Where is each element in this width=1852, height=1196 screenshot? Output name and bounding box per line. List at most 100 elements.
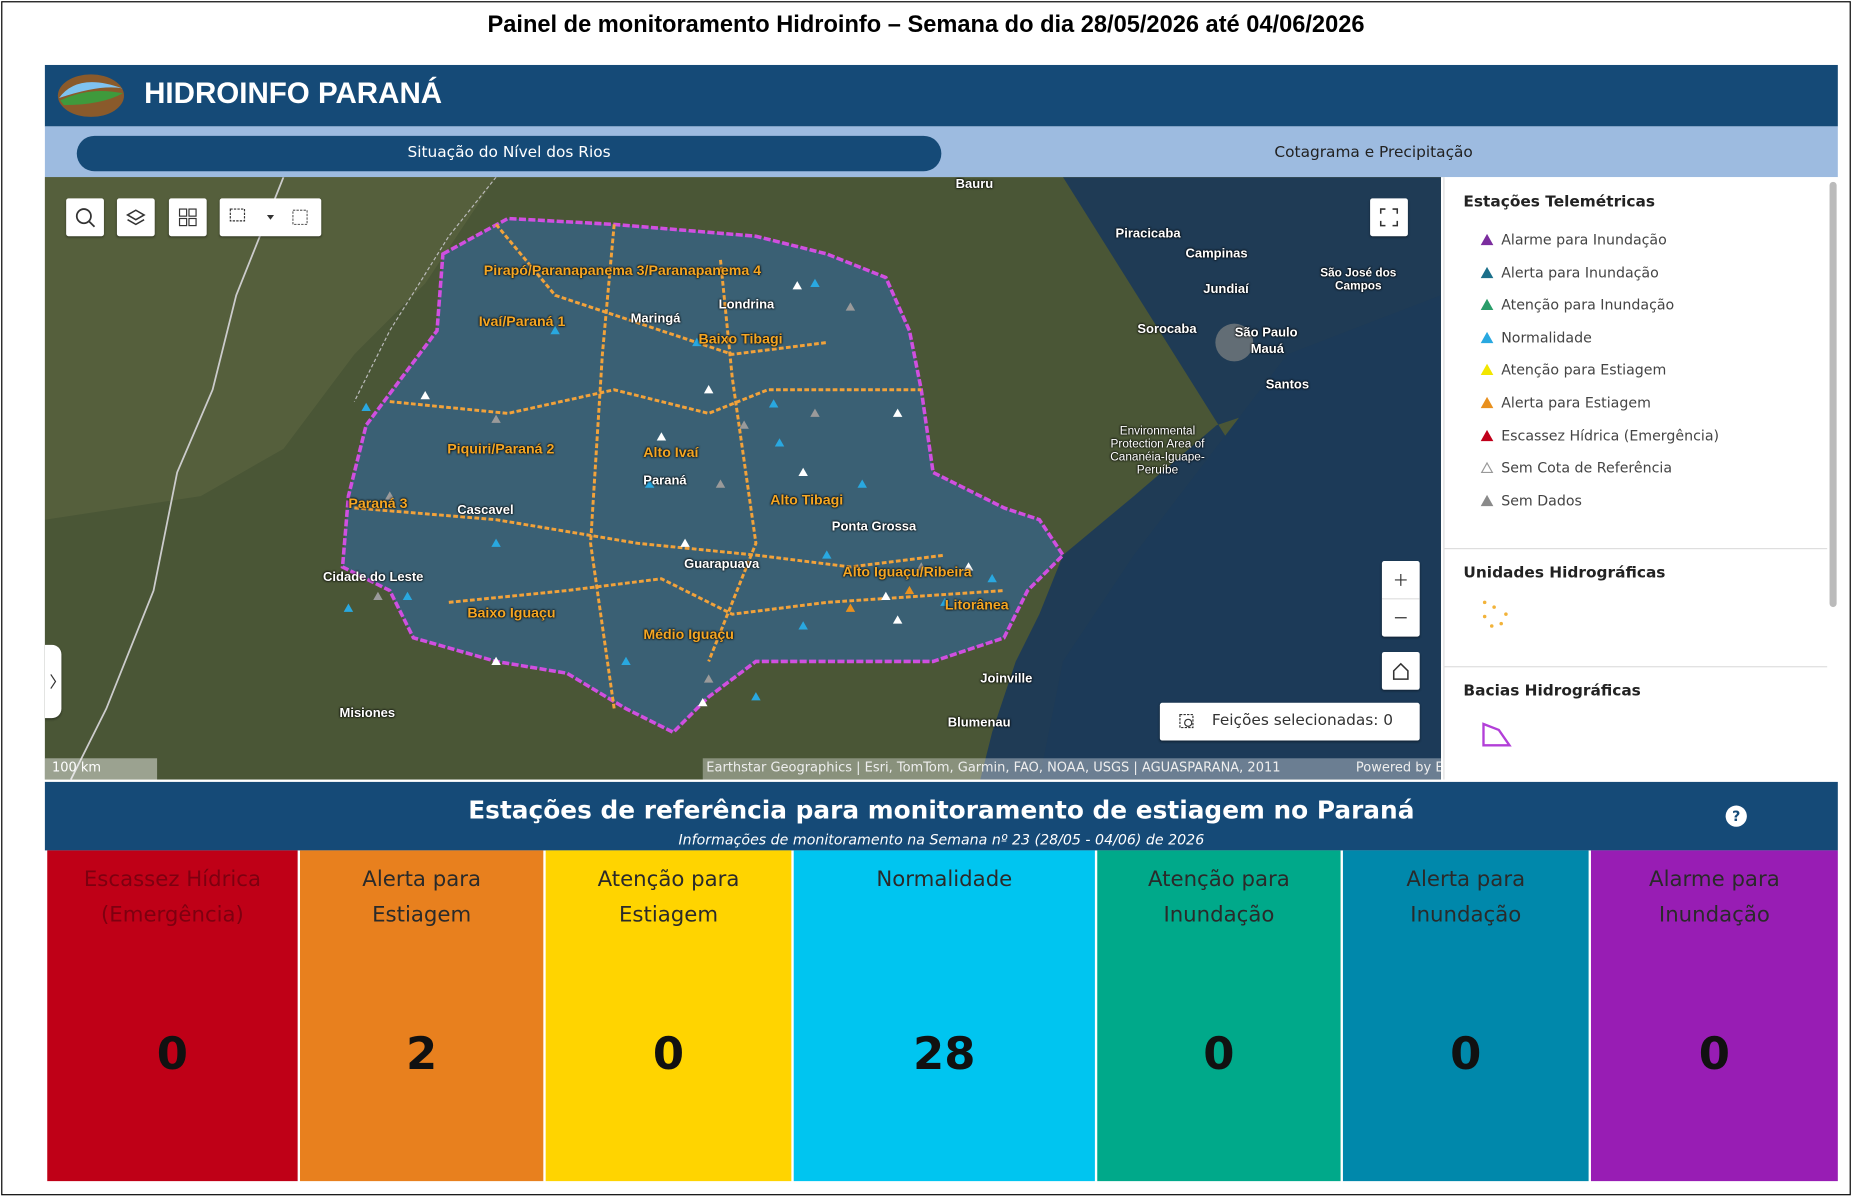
map-label: Jundiaí xyxy=(1203,282,1248,296)
legend-symbol xyxy=(1480,265,1494,279)
status-card: Atenção para Estiagem 0 xyxy=(546,850,792,1181)
app-title: HIDROINFO PARANÁ xyxy=(144,77,442,111)
card-label: Escassez Hídrica (Emergência) xyxy=(66,862,279,933)
basemap-button[interactable] xyxy=(169,198,207,236)
legend-triangle xyxy=(1482,268,1493,277)
legend-label: Escassez Hídrica (Emergência) xyxy=(1501,427,1719,444)
scrollbar[interactable] xyxy=(1830,182,1837,607)
powered-by[interactable]: Powered by Esri xyxy=(1356,759,1441,774)
card-value: 2 xyxy=(300,1028,543,1080)
divider xyxy=(1445,666,1828,667)
tab-active[interactable]: Situação do Nível dos Rios xyxy=(77,136,942,171)
map-label: Maringá xyxy=(631,312,681,326)
legend-triangle xyxy=(1482,365,1493,374)
basins-symbol xyxy=(1480,720,1515,751)
map-label: Cidade do Leste xyxy=(323,570,423,584)
selection-count: Feições selecionadas: 0 xyxy=(1212,712,1393,730)
home-button[interactable] xyxy=(1382,652,1420,690)
summary-banner: Estações de referência para monitorament… xyxy=(45,782,1838,851)
scale-bar: 100 km xyxy=(52,759,101,774)
stage: Painel de monitoramento Hidroinfo – Sema… xyxy=(0,0,1852,1195)
legend-label: Atenção para Estiagem xyxy=(1501,362,1666,379)
card-label: Atenção para Estiagem xyxy=(562,862,775,933)
map-label: Piquiri/Paraná 2 xyxy=(447,441,554,458)
tab[interactable]: Cotagrama e Precipitação xyxy=(943,136,1805,171)
map-label: Paraná xyxy=(643,474,686,488)
legend-label: Normalidade xyxy=(1501,329,1592,346)
card-value: 0 xyxy=(1097,1028,1340,1080)
search-button[interactable] xyxy=(66,198,104,236)
legend-triangle xyxy=(1482,496,1493,505)
map-label: Misiones xyxy=(340,706,396,720)
map-label: Londrina xyxy=(719,298,775,312)
map-label: Alto Ivaí xyxy=(643,444,698,461)
map-label: Paraná 3 xyxy=(348,495,407,512)
select-tool[interactable] xyxy=(220,198,322,236)
card-label: Alerta para Estiagem xyxy=(315,862,528,933)
legend-label: Alerta para Estiagem xyxy=(1501,394,1651,411)
map-label: Mauá xyxy=(1251,343,1284,357)
card-label: Alarme para Inundação xyxy=(1608,862,1821,933)
tab-bar: Situação do Nível dos Rios Cotagrama e P… xyxy=(45,126,1838,177)
map-label: Blumenau xyxy=(948,716,1011,730)
legend-symbol xyxy=(1480,233,1494,247)
map-label: Piracicaba xyxy=(1116,227,1181,241)
map-label: Alto Iguaçu/Ribeira xyxy=(843,563,972,580)
card-label: Atenção para Inundação xyxy=(1113,862,1326,933)
legend-section-title: Bacias Hidrográficas xyxy=(1463,683,1640,701)
zoom-buttons[interactable] xyxy=(1382,561,1420,637)
card-value: 0 xyxy=(1343,1028,1589,1080)
map-label: Joinville xyxy=(980,672,1032,686)
legend-triangle xyxy=(1482,398,1493,407)
legend-symbol xyxy=(1480,493,1494,507)
card-value: 0 xyxy=(546,1028,792,1080)
legend-symbol xyxy=(1480,298,1494,312)
card-value: 0 xyxy=(47,1028,297,1080)
map-label: São José dos Campos xyxy=(1317,267,1400,293)
legend-panel: Estações Telemétricas Alarme para Inunda… xyxy=(1443,177,1839,779)
legend-triangle xyxy=(1482,235,1493,244)
map-label: Environmental Protection Area of Cananéi… xyxy=(1104,425,1210,477)
map-label: Alto Tibagi xyxy=(770,491,843,508)
map-label: Bauru xyxy=(956,177,994,191)
legend-symbol xyxy=(1480,396,1494,410)
map-label: Médio Iguaçu xyxy=(643,626,734,643)
map-label: Sorocaba xyxy=(1137,322,1196,336)
status-card: Atenção para Inundação 0 xyxy=(1097,850,1340,1181)
map-label: Santos xyxy=(1266,378,1309,392)
status-card: Escassez Hídrica (Emergência) 0 xyxy=(47,850,297,1181)
app-header: HIDROINFO PARANÁ xyxy=(45,65,1838,126)
legend-triangle xyxy=(1482,333,1493,342)
map-label: Ivaí/Paraná 1 xyxy=(479,313,566,330)
card-label: Normalidade xyxy=(838,862,1051,897)
map-label: Cascavel xyxy=(457,503,513,517)
fullscreen-button[interactable] xyxy=(1370,198,1408,236)
legend-section-title: Unidades Hidrográficas xyxy=(1463,565,1665,583)
status-card: Normalidade 28 xyxy=(794,850,1095,1181)
legend-triangle xyxy=(1482,431,1493,440)
layers-button[interactable] xyxy=(117,198,155,236)
legend-symbol xyxy=(1480,330,1494,344)
status-card: Alarme para Inundação 0 xyxy=(1591,850,1838,1181)
legend-section-title: Estações Telemétricas xyxy=(1463,194,1655,212)
card-value: 28 xyxy=(794,1028,1095,1080)
card-value: 0 xyxy=(1591,1028,1838,1080)
units-symbol xyxy=(1480,598,1515,633)
map-label: Litorânea xyxy=(945,596,1009,613)
page-title: Painel de monitoramento Hidroinfo – Sema… xyxy=(0,12,1852,39)
legend-triangle xyxy=(1482,300,1493,309)
help-button[interactable]: ? xyxy=(1726,806,1747,827)
summary-subtitle: Informações de monitoramento na Semana n… xyxy=(45,832,1838,849)
page: Painel de monitoramento Hidroinfo – Sema… xyxy=(0,0,1852,1196)
status-card: Alerta para Estiagem 2 xyxy=(300,850,543,1181)
map-label: Guarapuava xyxy=(684,557,759,571)
map-label: São Paulo xyxy=(1235,326,1298,340)
legend-symbol xyxy=(1480,363,1494,377)
map-label: Baixo Tibagi xyxy=(699,331,783,348)
selection-panel[interactable]: Feições selecionadas: 0 xyxy=(1160,703,1420,741)
map-label: Pirapó/Paranapanema 3/Paranapanema 4 xyxy=(484,262,761,279)
side-toggle[interactable] xyxy=(45,645,62,718)
map-label: Baixo Iguaçu xyxy=(467,605,555,622)
